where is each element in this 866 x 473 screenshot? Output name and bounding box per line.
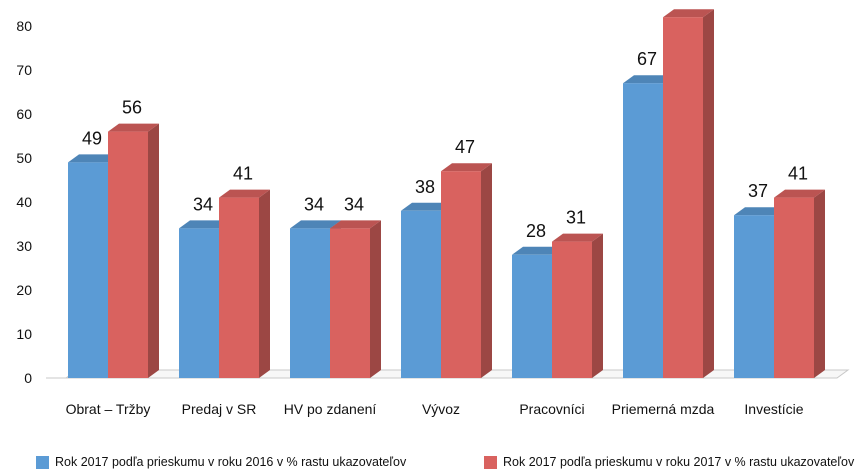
y-tick-label: 20 (16, 282, 32, 298)
bar-front (512, 254, 552, 378)
bar-side (259, 189, 270, 378)
y-tick-label: 30 (16, 238, 32, 254)
bar-front (663, 17, 703, 378)
y-tick-label: 10 (16, 326, 32, 342)
x-tick-label: Vývoz (422, 401, 460, 417)
legend-item-series-2: Rok 2017 podľa prieskumu v roku 2017 v %… (484, 454, 854, 470)
y-axis: 0 10 20 30 40 50 60 70 80 (16, 18, 32, 386)
data-label: 56 (122, 98, 142, 118)
legend-label-series-1: Rok 2017 podľa prieskumu v roku 2016 v %… (55, 455, 407, 469)
x-tick-label: Obrat – Tržby (66, 401, 151, 417)
y-tick-label: 50 (16, 150, 32, 166)
data-label: 31 (566, 208, 586, 228)
data-label: 82 (677, 0, 697, 3)
bar-front (401, 210, 441, 378)
bar-front (179, 228, 219, 378)
bar-side (592, 233, 603, 378)
legend-swatch-series-1 (36, 455, 49, 469)
bar-top (219, 189, 270, 198)
data-label: 34 (193, 194, 213, 214)
x-tick-label: Predaj v SR (182, 401, 257, 417)
x-tick-label: Investície (744, 401, 803, 417)
bar-top (108, 123, 159, 132)
bar (330, 220, 381, 378)
data-label: 34 (304, 194, 324, 214)
data-label: 49 (82, 128, 102, 148)
bar-top (401, 202, 452, 211)
y-tick-label: 60 (16, 106, 32, 122)
bar (663, 9, 714, 378)
bar-side (370, 220, 381, 378)
bar-front (734, 215, 774, 378)
bar-front (552, 241, 592, 378)
data-label: 38 (415, 177, 435, 197)
legend-item-series-1: Rok 2017 podľa prieskumu v roku 2016 v %… (36, 454, 406, 470)
bar-top (68, 154, 119, 163)
bar-side (703, 9, 714, 378)
legend-swatch-series-2 (484, 455, 497, 469)
bar (441, 163, 492, 378)
bar-top (441, 163, 492, 172)
bar-front (290, 228, 330, 378)
data-label: 28 (526, 221, 546, 241)
bar-top (290, 220, 341, 229)
bar-top (663, 9, 714, 18)
bar-side (481, 163, 492, 378)
data-label: 41 (233, 164, 253, 184)
bar-front (108, 131, 148, 378)
bars-group (68, 9, 825, 378)
bar-front (623, 83, 663, 378)
x-axis: Obrat – Tržby Predaj v SR HV po zdanení Výv… (66, 401, 804, 417)
y-tick-label: 40 (16, 194, 32, 210)
bar-front (330, 228, 370, 378)
y-tick-label: 70 (16, 62, 32, 78)
bar-side (148, 123, 159, 378)
data-label: 41 (788, 164, 808, 184)
data-label: 47 (455, 137, 475, 157)
x-tick-label: HV po zdanení (284, 401, 377, 417)
bar (219, 189, 270, 378)
bar-side (814, 189, 825, 378)
data-label: 37 (748, 181, 768, 201)
data-label: 34 (344, 194, 364, 214)
y-tick-label: 0 (24, 370, 32, 386)
bar-top (623, 75, 674, 84)
bar-front (774, 197, 814, 378)
legend-label-series-2: Rok 2017 podľa prieskumu v roku 2017 v %… (503, 455, 855, 469)
x-tick-label: Priemerná mzda (612, 401, 715, 417)
value-labels: 49 56 34 41 34 34 38 47 28 31 67 82 37 41 (82, 0, 808, 241)
bar (108, 123, 159, 378)
bar-top (774, 189, 825, 198)
bar-top (734, 207, 785, 216)
bar-front (219, 197, 259, 378)
bar-top (330, 220, 381, 229)
bar-front (68, 162, 108, 378)
bar-top (179, 220, 230, 229)
x-tick-label: Pracovníci (519, 401, 584, 417)
bar-front (441, 171, 481, 378)
bar-top (552, 233, 603, 242)
bar (552, 233, 603, 378)
bar-top (512, 246, 563, 255)
data-label: 67 (637, 49, 657, 69)
y-tick-label: 80 (16, 18, 32, 34)
bar (774, 189, 825, 378)
